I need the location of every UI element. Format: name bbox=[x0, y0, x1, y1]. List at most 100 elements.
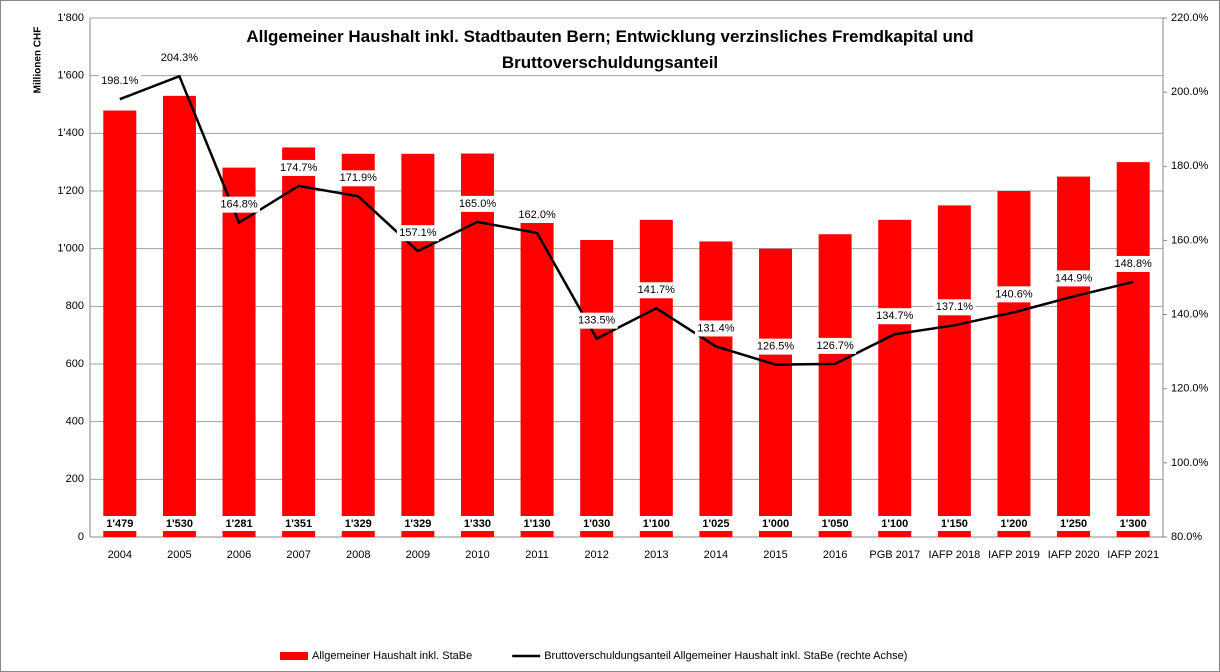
y-tick-label: 1'800 bbox=[57, 12, 84, 24]
y2-tick-label: 200.0% bbox=[1171, 86, 1209, 98]
bar bbox=[1057, 176, 1091, 538]
label-bg bbox=[102, 516, 137, 531]
bar-value-label: 1'025 bbox=[702, 518, 729, 530]
bar bbox=[103, 110, 137, 538]
bar-value-label: 1'030 bbox=[583, 518, 610, 530]
y2-tick-label: 160.0% bbox=[1171, 234, 1209, 246]
label-bg bbox=[162, 516, 197, 531]
bar-value-label: 1'250 bbox=[1060, 518, 1087, 530]
line-value-label: 148.8% bbox=[1115, 258, 1153, 270]
y-tick-label: 400 bbox=[66, 416, 84, 428]
x-tick-label: 2009 bbox=[406, 549, 430, 561]
x-tick-label: PGB 2017 bbox=[869, 549, 920, 561]
line-value-label: 204.3% bbox=[161, 52, 199, 64]
label-bg bbox=[520, 516, 555, 531]
label-bg bbox=[337, 170, 380, 187]
bar-value-label: 1'100 bbox=[643, 518, 670, 530]
line-value-label: 131.4% bbox=[697, 322, 735, 334]
x-tick-label: 2008 bbox=[346, 549, 370, 561]
label-bg bbox=[758, 516, 793, 531]
bar-value-label: 1'329 bbox=[404, 518, 431, 530]
bar bbox=[282, 147, 316, 537]
label-bg bbox=[635, 282, 678, 299]
bar bbox=[639, 219, 673, 538]
bar-value-label: 1'530 bbox=[166, 518, 193, 530]
y-tick-label: 0 bbox=[78, 531, 84, 543]
line-value-label: 171.9% bbox=[340, 172, 378, 184]
x-tick-label: IAFP 2020 bbox=[1048, 549, 1100, 561]
label-bg bbox=[698, 516, 733, 531]
legend-swatch bbox=[280, 652, 308, 660]
bar-value-label: 1'300 bbox=[1120, 518, 1147, 530]
bar-value-label: 1'200 bbox=[1000, 518, 1027, 530]
label-bg bbox=[814, 337, 857, 354]
bar bbox=[162, 95, 196, 537]
x-tick-label: IAFP 2019 bbox=[988, 549, 1040, 561]
bar-value-label: 1'150 bbox=[941, 518, 968, 530]
line-value-label: 165.0% bbox=[459, 198, 497, 210]
bar bbox=[341, 153, 375, 537]
line-value-label: 141.7% bbox=[638, 284, 676, 296]
label-bg bbox=[694, 320, 737, 337]
label-bg bbox=[400, 516, 435, 531]
chart-title: Allgemeiner Haushalt inkl. Stadtbauten B… bbox=[246, 27, 974, 72]
x-tick-label: 2016 bbox=[823, 549, 847, 561]
label-bg bbox=[158, 50, 201, 67]
bar-value-label: 1'130 bbox=[524, 518, 551, 530]
x-tick-label: 2004 bbox=[108, 549, 132, 561]
label-bg bbox=[460, 516, 495, 531]
x-tick-label: IAFP 2018 bbox=[928, 549, 980, 561]
label-bg bbox=[754, 338, 797, 355]
label-bg bbox=[937, 516, 972, 531]
x-tick-label: IAFP 2021 bbox=[1107, 549, 1159, 561]
label-bg bbox=[218, 196, 261, 213]
line-value-label: 126.7% bbox=[816, 340, 854, 352]
bar-value-label: 1'281 bbox=[225, 518, 252, 530]
y2-tick-label: 180.0% bbox=[1171, 160, 1209, 172]
y2-tick-label: 120.0% bbox=[1171, 383, 1209, 395]
label-bg bbox=[281, 516, 316, 531]
label-bg bbox=[579, 516, 614, 531]
line-value-label: 133.5% bbox=[578, 315, 616, 327]
y-axis-label: Millionen CHF bbox=[33, 27, 44, 94]
y-tick-label: 1'000 bbox=[57, 243, 84, 255]
bar bbox=[937, 205, 971, 537]
bar bbox=[818, 234, 852, 537]
label-bg bbox=[341, 516, 376, 531]
bar-value-label: 1'479 bbox=[106, 518, 133, 530]
line-value-label: 140.6% bbox=[995, 288, 1033, 300]
x-tick-label: 2013 bbox=[644, 549, 668, 561]
label-bg bbox=[992, 286, 1035, 303]
line-value-label: 134.7% bbox=[876, 310, 914, 322]
label-bg bbox=[396, 225, 439, 242]
line-value-label: 144.9% bbox=[1055, 272, 1093, 284]
bar bbox=[580, 240, 614, 537]
label-bg bbox=[818, 516, 853, 531]
label-bg bbox=[873, 308, 916, 325]
y2-tick-label: 220.0% bbox=[1171, 12, 1209, 24]
bar bbox=[759, 248, 793, 537]
line-value-label: 174.7% bbox=[280, 162, 318, 174]
label-bg bbox=[1116, 516, 1151, 531]
label-bg bbox=[1056, 516, 1091, 531]
label-bg bbox=[933, 299, 976, 316]
x-tick-label: 2012 bbox=[584, 549, 608, 561]
line bbox=[119, 74, 1134, 366]
y-tick-label: 1'200 bbox=[57, 185, 84, 197]
bar-value-label: 1'351 bbox=[285, 518, 312, 530]
bar-value-label: 1'330 bbox=[464, 518, 491, 530]
legend-label: Allgemeiner Haushalt inkl. StaBe bbox=[312, 650, 472, 662]
legend-label: Bruttoverschuldungsanteil Allgemeiner Ha… bbox=[544, 650, 907, 662]
y2-tick-label: 80.0% bbox=[1171, 531, 1202, 543]
line-value-label: 137.1% bbox=[936, 301, 974, 313]
bar bbox=[1116, 162, 1150, 537]
bar bbox=[401, 153, 435, 537]
label-bg bbox=[877, 516, 912, 531]
label-bg bbox=[1112, 255, 1155, 272]
label-bg bbox=[456, 195, 499, 212]
y2-tick-label: 140.0% bbox=[1171, 308, 1209, 320]
bar-value-label: 1'050 bbox=[822, 518, 849, 530]
x-tick-label: 2010 bbox=[465, 549, 489, 561]
line-value-label: 126.5% bbox=[757, 341, 795, 353]
